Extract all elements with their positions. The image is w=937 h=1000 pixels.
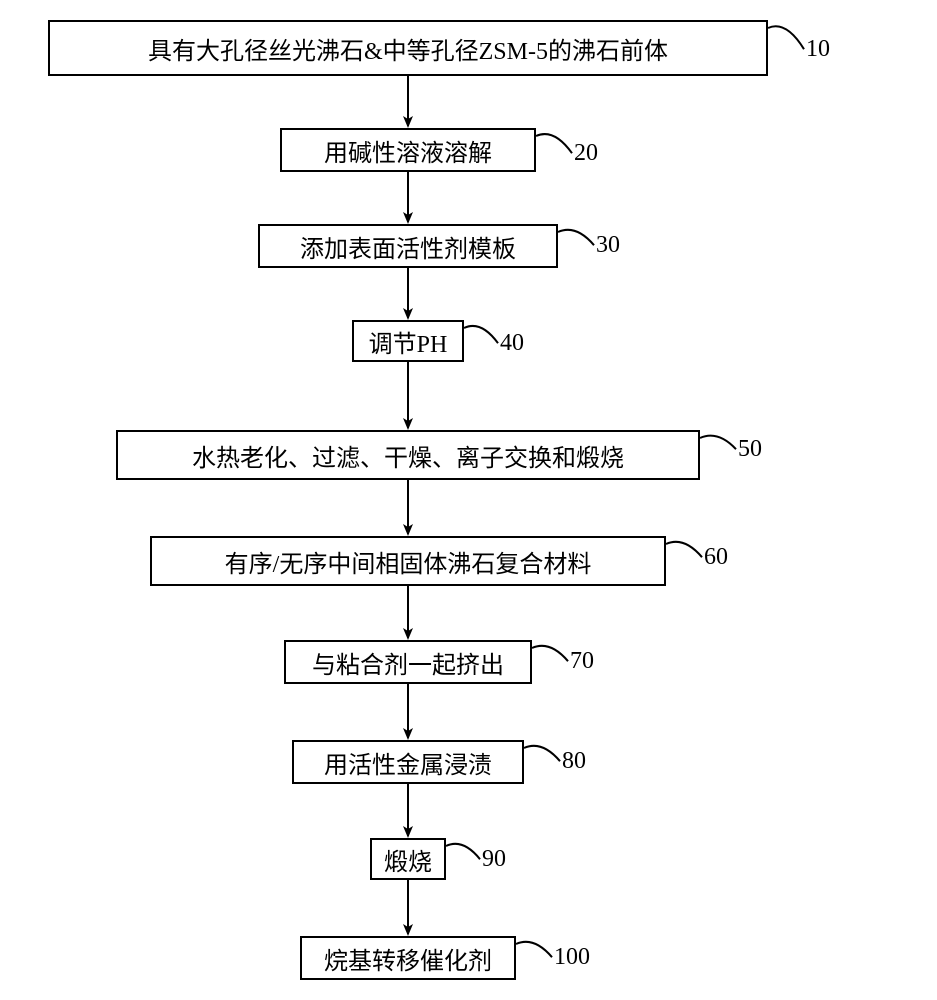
leader-line-n60 <box>666 542 702 557</box>
leader-line-n100 <box>516 942 552 957</box>
flow-node-n20: 用碱性溶液溶解 <box>280 128 536 172</box>
flow-node-label-text: 60 <box>704 544 728 570</box>
flow-node-text: 水热老化、过滤、干燥、离子交换和煅烧 <box>192 438 624 473</box>
flow-node-label-n20: 20 <box>574 140 598 167</box>
flow-node-label-text: 40 <box>500 330 524 356</box>
flow-node-label-text: 70 <box>570 648 594 674</box>
flow-node-text: 用活性金属浸渍 <box>324 745 492 780</box>
flow-node-n90: 煅烧 <box>370 838 446 880</box>
leader-line-n40 <box>464 326 498 343</box>
flow-node-label-text: 10 <box>806 36 830 62</box>
flow-node-label-text: 20 <box>574 140 598 166</box>
flow-node-n100: 烷基转移催化剂 <box>300 936 516 980</box>
flow-node-text: 烷基转移催化剂 <box>324 941 492 976</box>
flow-node-label-text: 80 <box>562 748 586 774</box>
flow-node-label-n30: 30 <box>596 232 620 259</box>
flow-node-label-text: 50 <box>738 436 762 462</box>
flow-node-label-n40: 40 <box>500 330 524 357</box>
flow-node-n60: 有序/无序中间相固体沸石复合材料 <box>150 536 666 586</box>
flow-node-n70: 与粘合剂一起挤出 <box>284 640 532 684</box>
leader-line-n30 <box>558 230 594 245</box>
flow-node-text: 与粘合剂一起挤出 <box>312 645 504 680</box>
leader-line-n20 <box>536 134 572 153</box>
flow-node-text: 有序/无序中间相固体沸石复合材料 <box>225 544 592 579</box>
flow-node-n10: 具有大孔径丝光沸石&中等孔径ZSM-5的沸石前体 <box>48 20 768 76</box>
flow-node-text: 调节PH <box>369 324 448 359</box>
flow-node-text: 添加表面活性剂模板 <box>300 229 516 264</box>
flow-node-label-n50: 50 <box>738 436 762 463</box>
flow-node-n30: 添加表面活性剂模板 <box>258 224 558 268</box>
flow-node-label-n60: 60 <box>704 544 728 571</box>
flow-node-n40: 调节PH <box>352 320 464 362</box>
leader-line-n50 <box>700 436 736 450</box>
leader-line-n90 <box>446 844 480 859</box>
flow-node-text: 用碱性溶液溶解 <box>324 133 492 168</box>
flow-node-label-text: 30 <box>596 232 620 258</box>
flow-node-n50: 水热老化、过滤、干燥、离子交换和煅烧 <box>116 430 700 480</box>
leader-line-n10 <box>768 26 804 49</box>
flowchart-canvas: 具有大孔径丝光沸石&中等孔径ZSM-5的沸石前体 10 用碱性溶液溶解 20 添加表面活… <box>0 0 937 1000</box>
flow-node-label-n80: 80 <box>562 748 586 775</box>
flow-node-label-text: 100 <box>554 944 590 970</box>
flow-node-text: 煅烧 <box>384 842 432 877</box>
flow-node-label-n90: 90 <box>482 846 506 873</box>
flow-node-n80: 用活性金属浸渍 <box>292 740 524 784</box>
flow-node-label-n10: 10 <box>806 36 830 63</box>
flow-node-text: 具有大孔径丝光沸石&中等孔径ZSM-5的沸石前体 <box>148 31 668 66</box>
leader-line-n70 <box>532 646 568 661</box>
leader-line-n80 <box>524 746 560 761</box>
flow-node-label-n100: 100 <box>554 944 590 971</box>
flow-node-label-text: 90 <box>482 846 506 872</box>
flow-node-label-n70: 70 <box>570 648 594 675</box>
